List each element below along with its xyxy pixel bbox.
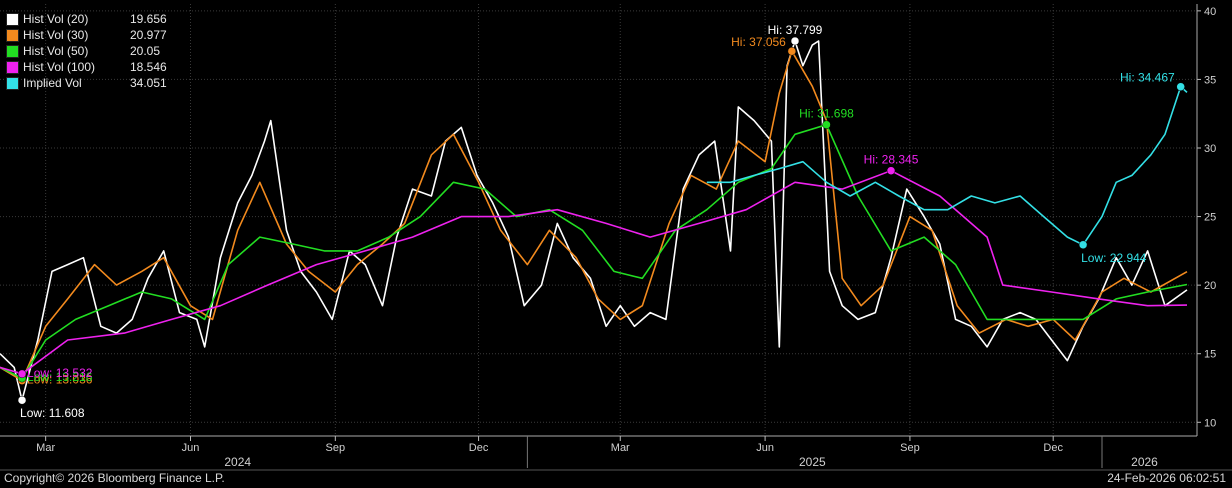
legend: Hist Vol (20) 19.656 Hist Vol (30) 20.97…	[6, 11, 167, 91]
y-tick-label: 15	[1204, 349, 1216, 361]
y-tick-label: 30	[1204, 143, 1216, 155]
y-tick-label: 20	[1204, 280, 1216, 292]
copyright-text: Copyright© 2026 Bloomberg Finance L.P.	[4, 471, 225, 485]
x-tick-label: Mar	[611, 442, 630, 454]
x-tick-label: Dec	[469, 442, 489, 454]
legend-name: Hist Vol (30)	[23, 28, 89, 42]
low-annotation: Low: 22.944	[1081, 251, 1147, 265]
high-marker	[886, 166, 896, 175]
legend-swatch	[6, 60, 19, 74]
legend-swatch	[6, 12, 19, 26]
legend-name: Hist Vol (100)	[23, 60, 96, 74]
y-tick-label: 40	[1204, 6, 1216, 18]
legend-value: 20.977	[130, 28, 167, 42]
x-tick-label: Jun	[182, 442, 200, 454]
legend-value: 34.051	[130, 76, 167, 90]
legend-swatch	[6, 28, 19, 42]
low-annotation: Low: 13.036	[27, 373, 93, 387]
series-line-3	[0, 169, 1188, 375]
series-line-0	[0, 40, 1188, 402]
legend-value: 20.05	[130, 44, 161, 58]
high-marker	[787, 46, 797, 56]
legend-item-hist-vol-50[interactable]: Hist Vol (50) 20.05	[6, 43, 167, 59]
year-label: 2024	[224, 455, 251, 469]
x-tick-label: Mar	[36, 442, 55, 454]
year-label: 2025	[799, 455, 826, 469]
series-line-2	[0, 123, 1188, 380]
y-tick-label: 25	[1204, 212, 1216, 224]
x-tick-label: Sep	[900, 442, 920, 454]
high-marker	[1176, 82, 1185, 91]
legend-name: Implied Vol	[23, 76, 82, 90]
series-line-4	[706, 85, 1188, 246]
high-annotation: Hi: 28.345	[864, 153, 919, 167]
legend-swatch	[6, 44, 19, 58]
x-tick-label: Sep	[326, 442, 346, 454]
y-tick-label: 35	[1204, 74, 1216, 86]
low-marker	[1078, 240, 1088, 250]
high-marker	[790, 36, 800, 46]
low-annotation: Low: 13.532	[27, 366, 93, 380]
legend-item-hist-vol-30[interactable]: Hist Vol (30) 20.977	[6, 27, 167, 43]
timestamp-text: 24-Feb-2026 06:02:51	[1107, 471, 1226, 485]
legend-name: Hist Vol (50)	[23, 44, 89, 58]
low-marker	[17, 395, 27, 405]
legend-item-hist-vol-100[interactable]: Hist Vol (100) 18.546	[6, 59, 167, 75]
legend-item-implied-vol[interactable]: Implied Vol 34.051	[6, 75, 167, 91]
x-tick-label: Dec	[1043, 442, 1063, 454]
y-tick-label: 10	[1204, 417, 1216, 429]
low-annotation: Low: 13.216	[27, 370, 93, 384]
low-annotation: Low: 11.608	[20, 406, 85, 420]
high-annotation: Hi: 37.056	[731, 35, 786, 49]
high-annotation: Hi: 37.799	[768, 23, 823, 37]
legend-value: 18.546	[130, 60, 167, 74]
legend-item-hist-vol-20[interactable]: Hist Vol (20) 19.656	[6, 11, 167, 27]
year-label: 2026	[1131, 455, 1158, 469]
high-marker	[822, 120, 831, 129]
legend-name: Hist Vol (20)	[23, 12, 89, 26]
high-annotation: Hi: 31.698	[799, 107, 854, 121]
legend-value: 19.656	[130, 12, 167, 26]
low-marker	[17, 369, 27, 379]
x-tick-label: Jun	[756, 442, 774, 454]
high-annotation: Hi: 34.467	[1120, 71, 1175, 85]
series-line-1	[0, 50, 1188, 382]
legend-swatch	[6, 76, 19, 90]
